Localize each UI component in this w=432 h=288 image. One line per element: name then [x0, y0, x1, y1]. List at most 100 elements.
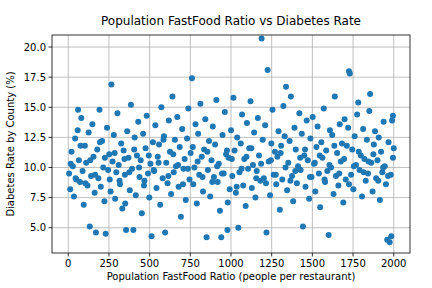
point [293, 146, 299, 152]
point [158, 104, 164, 110]
x-tick-label: 1500 [300, 258, 325, 269]
point [283, 84, 289, 90]
point [287, 138, 293, 144]
point [371, 142, 377, 148]
x-tick [149, 253, 150, 257]
point [390, 113, 396, 119]
point [137, 174, 143, 180]
x-grid-line [393, 35, 394, 253]
y-tick [49, 47, 53, 48]
y-tick [49, 107, 53, 108]
point [230, 95, 236, 101]
point [344, 143, 350, 149]
point [130, 227, 136, 233]
point [323, 148, 329, 154]
point [187, 177, 193, 183]
point [80, 168, 86, 174]
point [108, 81, 114, 87]
x-tick [393, 253, 394, 257]
y-grid-line [52, 107, 410, 108]
point [175, 162, 181, 168]
point [98, 184, 104, 190]
point [185, 166, 191, 172]
point [160, 175, 166, 181]
point [138, 157, 144, 163]
point [114, 110, 120, 116]
point [249, 185, 255, 191]
y-tick [49, 197, 53, 198]
point [86, 130, 92, 136]
point [180, 181, 186, 187]
point [66, 171, 72, 177]
point [329, 132, 335, 138]
point [123, 227, 129, 233]
point [118, 140, 124, 146]
point [348, 172, 354, 178]
point [136, 164, 142, 170]
point [140, 131, 146, 137]
point [228, 127, 234, 133]
point [296, 110, 302, 116]
point [101, 198, 107, 204]
point [248, 145, 254, 151]
point [177, 144, 183, 150]
point [349, 146, 355, 152]
point [78, 115, 84, 121]
point [284, 187, 290, 193]
point [354, 111, 360, 117]
plot-frame [52, 35, 410, 253]
point [170, 151, 176, 157]
x-grid-line [190, 35, 191, 253]
point [359, 193, 365, 199]
point [304, 118, 310, 124]
x-grid-line [353, 35, 354, 253]
point [278, 150, 284, 156]
point [243, 203, 249, 209]
point [313, 144, 319, 150]
point [182, 156, 188, 162]
point [169, 93, 175, 99]
x-tick-label: 0 [65, 258, 71, 269]
point [380, 164, 386, 170]
point [361, 169, 367, 175]
x-tick-label: 2000 [381, 258, 406, 269]
point [386, 139, 392, 145]
point [347, 71, 353, 77]
point [326, 232, 332, 238]
point [277, 207, 283, 213]
point [146, 195, 152, 201]
point [381, 119, 387, 125]
point [331, 191, 337, 197]
point [197, 101, 203, 107]
point [276, 128, 282, 134]
title: Population FastFood Ratio vs Diabetes Ra… [101, 14, 361, 28]
x-tick [108, 253, 109, 257]
point [112, 150, 118, 156]
point [232, 148, 238, 154]
point [141, 183, 147, 189]
point [76, 157, 82, 163]
y-tick-label: 5.0 [30, 222, 46, 233]
point [290, 198, 296, 204]
point [356, 149, 362, 155]
point [336, 171, 342, 177]
point [370, 151, 376, 157]
point [147, 161, 153, 167]
point [256, 152, 262, 158]
y-tick-label: 7.5 [30, 192, 46, 203]
point [183, 197, 189, 203]
point [111, 132, 117, 138]
point [127, 187, 133, 193]
y-tick-label: 12.5 [24, 132, 46, 143]
point [71, 193, 77, 199]
point [144, 113, 150, 119]
point [103, 231, 109, 237]
point [227, 186, 233, 192]
x-tick-label: 250 [99, 258, 118, 269]
point [208, 157, 214, 163]
point [291, 125, 297, 131]
point [194, 201, 200, 207]
point [87, 157, 93, 163]
point [279, 177, 285, 183]
point [255, 115, 261, 121]
